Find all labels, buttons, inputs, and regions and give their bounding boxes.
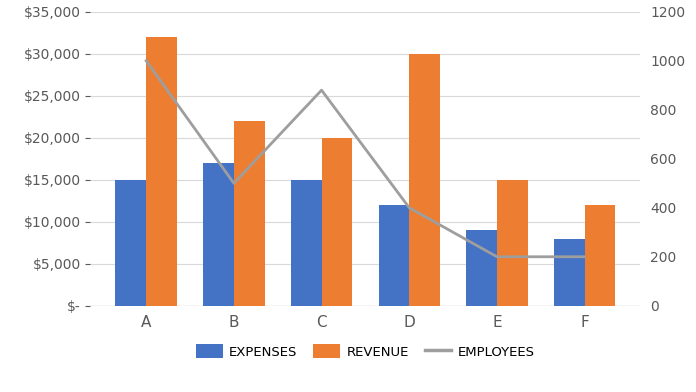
Bar (291, 180, 322, 306)
Bar (322, 138, 352, 306)
EMPLOYEES (317, 88, 326, 93)
EMPLOYEES (405, 205, 413, 210)
Bar (466, 230, 497, 306)
Legend: EXPENSES, REVENUE, EMPLOYEES: EXPENSES, REVENUE, EMPLOYEES (191, 339, 540, 364)
Bar (146, 37, 177, 306)
Bar (379, 205, 409, 306)
Bar (409, 54, 440, 306)
EMPLOYEES (493, 254, 501, 259)
Bar (497, 180, 528, 306)
EMPLOYEES (230, 181, 238, 186)
Bar (234, 121, 264, 306)
Bar (585, 205, 615, 306)
EMPLOYEES (142, 58, 150, 63)
Bar (203, 163, 234, 306)
Bar (554, 239, 585, 306)
Line: EMPLOYEES: EMPLOYEES (146, 61, 585, 257)
EMPLOYEES (580, 254, 589, 259)
Bar (116, 180, 146, 306)
